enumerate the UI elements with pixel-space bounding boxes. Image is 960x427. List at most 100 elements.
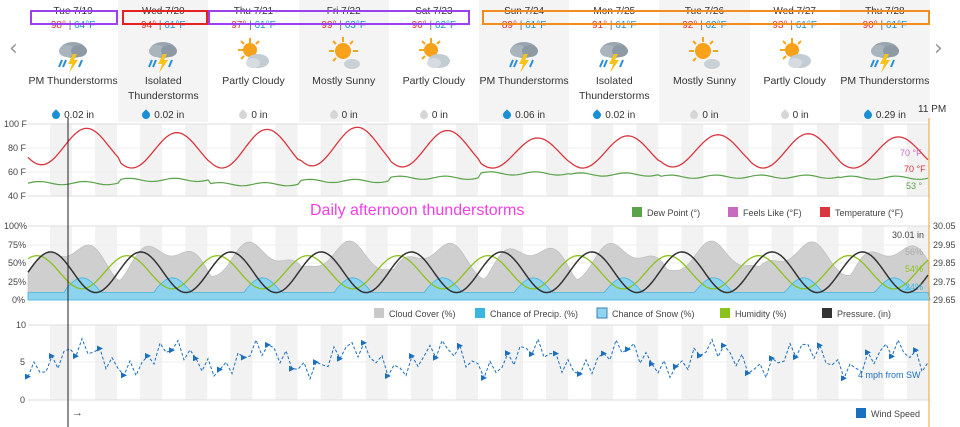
day-condition: Isolated Thunderstorms — [578, 75, 650, 102]
wind-arrow-icon — [217, 366, 223, 373]
y-tick-label: 10 — [16, 320, 26, 330]
high-temp: 92° — [682, 20, 698, 31]
legend-swatch-precip — [475, 308, 485, 318]
wind-arrow-icon — [409, 353, 415, 360]
y-tick-label-right: 29.65 — [933, 295, 956, 305]
day-precip: 0 in — [659, 109, 749, 121]
wind-direction-arrow: → — [72, 407, 83, 419]
day-column[interactable]: Sun 7/24 89° | 61°F PM Thunderstorms 0.06 i… — [479, 0, 570, 122]
day-precip: 0.02 in — [118, 109, 208, 121]
low-temp: 61°F — [885, 20, 908, 31]
legend-cloud-cover: Cloud Cover (%) — [389, 309, 456, 319]
y-tick-label: 80 F — [8, 143, 27, 153]
precip-amount: 0.02 in — [64, 110, 95, 121]
y-tick-label: 60 F — [8, 167, 27, 177]
day-temps: 98° | 64°F — [50, 20, 96, 31]
precip-amount: 0.02 in — [154, 110, 185, 121]
low-temp: 61°F — [254, 20, 276, 31]
night-band — [816, 124, 839, 196]
wind-arrow-icon — [337, 355, 343, 362]
legend-pressure: Pressure. (in) — [837, 309, 891, 319]
night-band — [726, 124, 749, 196]
wind-arrow-icon — [817, 342, 823, 349]
wind-arrow-icon — [697, 352, 703, 359]
precip-amount: 0.02 in — [605, 110, 636, 121]
low-temp: 61°F — [795, 20, 817, 31]
night-band — [320, 124, 343, 196]
night-band — [140, 124, 163, 196]
legend-swatch-pressure — [822, 308, 832, 318]
y-tick-label-right: 29.95 — [933, 240, 956, 250]
y-tick-label-right: 29.85 — [933, 258, 956, 268]
low-temp: 63°F — [344, 20, 366, 31]
precip-amount: 0 in — [702, 110, 719, 121]
wind-arrow-icon — [385, 373, 391, 380]
wind-arrow-icon — [241, 354, 247, 361]
high-temp: 90° — [862, 20, 878, 31]
y-tick-label: 5 — [20, 357, 25, 367]
dew-point-end-value: 53 ° — [906, 181, 923, 191]
day-precip: 0.02 in — [569, 109, 659, 121]
night-band — [275, 124, 298, 196]
cloud-end-value: 56% — [905, 247, 923, 257]
legend-humidity: Humidity (%) — [735, 309, 787, 319]
legend-swatch-cloud — [374, 308, 384, 318]
wind-arrow-icon — [913, 347, 919, 354]
wind-arrow-icon — [481, 374, 487, 381]
pressure-end-value: 30.01 in — [892, 230, 924, 240]
temperature-end-value: 70 °F — [904, 164, 926, 174]
thunderstorm-icon — [479, 36, 569, 74]
wind-arrow-icon — [73, 353, 79, 360]
mostly-sunny-icon — [659, 36, 749, 74]
day-precip: 0.29 in — [840, 109, 930, 121]
wind-arrow-icon — [769, 355, 775, 362]
wind-arrow-icon — [49, 353, 55, 360]
day-condition: Isolated Thunderstorms — [127, 75, 199, 102]
high-temp: 99° — [321, 20, 337, 31]
day-column[interactable]: Thu 7/28 90° | 61°F PM Thunderstorms 0.29 i… — [839, 0, 930, 122]
temperature-legend: Dew Point (°) Feels Like (°F) Temperatur… — [632, 207, 903, 218]
night-band — [365, 124, 388, 196]
humidity-panel: 100% 75% 50% 25% 0% 30.05 29.95 29.85 29… — [4, 221, 956, 305]
legend-feels-like: Feels Like (°F) — [743, 208, 802, 218]
wind-arrow-icon — [457, 342, 463, 349]
y-tick-label: 25% — [8, 277, 26, 287]
day-temps: 90° | 61°F — [862, 20, 908, 31]
high-temp: 98° — [50, 20, 66, 31]
legend-temperature: Temperature (°F) — [835, 208, 903, 218]
legend-wind-speed: Wind Speed — [871, 409, 920, 419]
high-temp: 97° — [231, 20, 247, 31]
wind-arrow-icon — [649, 360, 655, 367]
day-temps: 92° | 62°F — [682, 20, 727, 31]
day-column[interactable]: Wed 7/20 94° | 61°F Isolated Thunderstorms… — [118, 0, 209, 122]
thunderstorm-icon — [569, 36, 659, 74]
wind-arrow-icon — [289, 365, 295, 372]
wind-arrow-icon — [505, 350, 511, 357]
legend-swatch-humidity — [720, 308, 730, 318]
next-arrow-button[interactable]: › — [934, 36, 943, 61]
precip-amount: 0 in — [341, 110, 358, 121]
mostly-sunny-icon — [299, 36, 389, 74]
wind-arrow-icon — [97, 345, 103, 352]
wind-speed-line — [27, 337, 929, 381]
thunderstorm-icon — [28, 36, 118, 74]
day-temps: 93° | 61°F — [772, 20, 817, 31]
day-precip: 0 in — [208, 109, 298, 121]
wind-arrow-icon — [865, 349, 871, 356]
day-condition: Partly Cloudy — [402, 75, 466, 87]
precip-amount: 0.29 in — [875, 110, 906, 121]
chance-precip-area — [27, 277, 931, 301]
legend-swatch-wind — [856, 408, 866, 418]
wind-arrow-icon — [121, 372, 127, 379]
legend-chance-snow: Chance of Snow (%) — [612, 309, 695, 319]
y-tick-label: 100 F — [4, 119, 28, 129]
day-temps: 97° | 61°F — [231, 20, 276, 31]
humidity-end-value: 54% — [905, 264, 923, 274]
wind-panel: 10 5 0 4 mph from SW → — [16, 320, 930, 419]
wind-arrow-icon — [169, 347, 175, 354]
night-band — [501, 124, 523, 196]
temperature-panel: 100 F 80 F 60 F 40 F 70 °F 70 °F 53 ° — [4, 119, 930, 201]
y-tick-label: 0% — [12, 295, 25, 305]
previous-arrow-button[interactable]: ‹ — [9, 36, 18, 61]
legend-swatch-snow — [596, 307, 608, 319]
